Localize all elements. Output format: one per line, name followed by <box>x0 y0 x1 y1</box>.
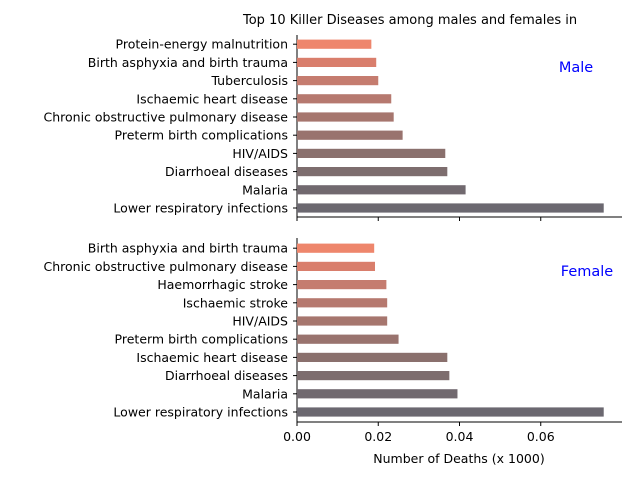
male-panel: Lower respiratory infections Malaria Diarr… <box>44 35 622 221</box>
female-category-label: Diarrhoeal diseases <box>165 368 288 383</box>
male-bar <box>297 130 403 140</box>
female-category-label: Lower respiratory infections <box>113 405 288 420</box>
male-bar <box>297 57 377 67</box>
female-bar <box>297 298 388 308</box>
male-bar <box>297 94 392 104</box>
female-category-label: Preterm birth complications <box>115 332 288 347</box>
male-category-label: Birth asphyxia and birth trauma <box>88 55 288 70</box>
female-category-label: Ischaemic stroke <box>183 295 289 310</box>
female-bar <box>297 316 388 326</box>
female-bar <box>297 389 458 399</box>
male-category-label: HIV/AIDS <box>232 146 288 161</box>
male-category-label: Diarrhoeal diseases <box>165 164 288 179</box>
female-bar <box>297 261 375 271</box>
female-category-label: Chronic obstructive pulmonary disease <box>44 259 289 274</box>
female-x-tick-label: 0.04 <box>446 429 474 444</box>
female-bar <box>297 334 399 344</box>
female-category-label: Malaria <box>242 386 288 401</box>
male-bar <box>297 112 394 122</box>
female-panel: Lower respiratory infections Malaria Diarr… <box>44 238 622 444</box>
male-category-label: Chronic obstructive pulmonary disease <box>44 110 289 125</box>
female-category-label: Birth asphyxia and birth trauma <box>88 241 288 256</box>
female-category-label: HIV/AIDS <box>232 314 288 329</box>
female-x-tick-label: 0.06 <box>527 429 555 444</box>
female-category-label: Ischaemic heart disease <box>136 350 288 365</box>
male-category-label: Ischaemic heart disease <box>136 91 288 106</box>
male-bar <box>297 185 466 195</box>
female-bar <box>297 280 387 290</box>
x-axis-label: Number of Deaths (x 1000) <box>373 451 544 466</box>
female-bar <box>297 371 450 381</box>
female-category-label: Haemorrhagic stroke <box>157 277 288 292</box>
male-category-label: Malaria <box>242 182 288 197</box>
male-panel-annotation: Male <box>559 60 593 76</box>
male-category-label: Preterm birth complications <box>115 128 288 143</box>
male-bar <box>297 148 446 158</box>
female-x-tick-label: 0.02 <box>364 429 392 444</box>
male-category-label: Tuberculosis <box>210 73 288 88</box>
female-bar <box>297 407 604 417</box>
male-category-label: Lower respiratory infections <box>113 201 288 216</box>
female-bar <box>297 352 448 362</box>
male-bar <box>297 167 448 177</box>
male-category-label: Protein-energy malnutrition <box>116 37 288 52</box>
chart-title: Top 10 Killer Diseases among males and f… <box>242 13 577 28</box>
male-bar <box>297 76 379 86</box>
female-x-tick-label: 0.00 <box>283 429 311 444</box>
male-bar <box>297 203 604 213</box>
male-bar <box>297 39 372 49</box>
female-bar <box>297 243 375 253</box>
female-panel-annotation: Female <box>561 264 614 280</box>
